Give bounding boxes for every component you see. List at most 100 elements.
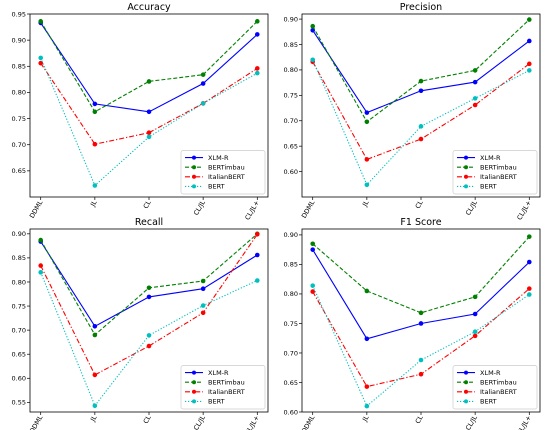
legend-label: XLM-R: [208, 369, 229, 377]
precision-chart: Precision 0.60 0.65 0.70 0.75 0.80 0.85 0.90 DDM…: [284, 2, 541, 221]
data-point-xlm-r: [200, 286, 206, 292]
legend-marker: [192, 155, 196, 160]
legend-marker: [464, 370, 468, 375]
data-point-bertimbau: [472, 294, 478, 300]
data-point-bert: [364, 182, 370, 188]
data-point-bertimbau: [418, 78, 424, 84]
data-point-xlm-r: [146, 109, 152, 115]
legend-marker: [192, 370, 196, 375]
data-point-italianbert: [254, 231, 260, 237]
data-point-xlm-r: [364, 336, 370, 342]
y-tick-label: 0.70: [284, 117, 298, 125]
legend-label: XLM-R: [208, 154, 229, 162]
y-tick-label: 0.75: [12, 115, 26, 123]
data-point-italianbert: [364, 157, 370, 162]
data-point-bertimbau: [526, 234, 532, 239]
y-tick-label: 0.85: [12, 254, 26, 262]
data-point-bertimbau: [418, 310, 424, 316]
data-point-xlm-r: [200, 81, 206, 86]
y-tick-label: 0.60: [284, 408, 298, 416]
data-point-bert: [200, 303, 206, 308]
legend-label: BERTimbau: [480, 379, 517, 387]
series-line-bertimbau: [40, 20, 258, 113]
recall-chart: Recall 0.55 0.60 0.65 0.70 0.75 0.80 0.85 0.90 DD…: [12, 217, 269, 430]
data-point-xlm-r: [472, 79, 478, 85]
data-point-italianbert: [38, 263, 44, 268]
data-point-xlm-r: [418, 321, 424, 326]
data-point-italianbert: [254, 66, 260, 71]
data-point-xlm-r: [364, 110, 370, 115]
data-point-bert: [364, 403, 370, 409]
y-tick-label: 0.70: [12, 141, 26, 149]
legend-marker: [464, 380, 468, 385]
x-tick-label: DDML: [28, 414, 45, 430]
y-tick-label: 0.85: [284, 261, 298, 269]
legend-label: ItalianBERT: [480, 388, 517, 396]
y-tick-label: 0.75: [284, 320, 298, 328]
data-point-bert: [418, 124, 424, 129]
data-point-italianbert: [200, 310, 206, 316]
y-tick-label: 0.85: [12, 63, 26, 71]
series-line-bert: [312, 285, 530, 407]
x-tick-label: CL: [414, 199, 425, 210]
y-tick-label: 0.80: [284, 66, 298, 74]
data-point-bert: [200, 101, 206, 106]
legend-label: XLM-R: [480, 154, 501, 162]
x-tick-label: CL: [142, 414, 153, 425]
y-tick-label: 0.70: [12, 326, 26, 334]
legend-marker: [464, 399, 468, 404]
data-point-bertimbau: [92, 109, 98, 115]
data-point-bert: [146, 134, 152, 140]
data-point-bertimbau: [472, 68, 478, 73]
data-point-bert: [38, 270, 44, 275]
y-tick-label: 0.85: [284, 41, 298, 49]
data-point-bertimbau: [254, 19, 260, 24]
y-tick-label: 0.60: [284, 168, 298, 176]
data-point-xlm-r: [254, 32, 260, 37]
legend-marker: [192, 380, 196, 385]
legend-label: BERTimbau: [480, 164, 517, 172]
data-point-italianbert: [526, 61, 532, 67]
data-point-xlm-r: [92, 323, 98, 329]
series-line-italianbert: [312, 61, 530, 161]
series-line-bertimbau: [40, 233, 258, 336]
series-line-xlm-r: [312, 29, 530, 114]
data-point-italianbert: [310, 289, 316, 294]
data-point-bertimbau: [526, 17, 532, 22]
y-tick-label: 0.90: [12, 230, 26, 238]
data-point-italianbert: [92, 372, 98, 378]
legend-marker: [192, 389, 196, 394]
data-point-italianbert: [364, 384, 370, 389]
legend-box: [452, 150, 538, 195]
data-point-xlm-r: [526, 259, 532, 265]
data-point-italianbert: [418, 371, 424, 377]
y-tick-label: 0.90: [284, 15, 298, 23]
data-point-italianbert: [472, 102, 478, 108]
x-tick-label: CL/JL: [192, 414, 207, 430]
data-point-italianbert: [526, 286, 532, 291]
series-line-bertimbau: [312, 236, 530, 314]
data-point-bert: [254, 278, 260, 283]
data-point-bert: [38, 55, 44, 61]
data-point-xlm-r: [418, 88, 424, 94]
y-tick-label: 0.65: [12, 351, 26, 359]
y-tick-label: 0.90: [284, 231, 298, 239]
series-line-italianbert: [40, 233, 258, 376]
legend-box: [452, 365, 538, 410]
x-tick-label: CL/JL+: [243, 414, 261, 430]
x-tick-label: CL: [414, 414, 425, 425]
x-tick-label: CL/JL: [464, 199, 479, 217]
data-point-xlm-r: [146, 294, 152, 300]
data-point-bertimbau: [310, 23, 316, 29]
data-point-xlm-r: [472, 311, 478, 317]
data-point-bertimbau: [200, 72, 206, 77]
x-tick-label: JL: [88, 414, 98, 424]
data-point-italianbert: [146, 343, 152, 349]
x-tick-label: CL/JL+: [515, 199, 533, 221]
y-tick-label: 0.65: [12, 167, 26, 175]
data-point-bertimbau: [146, 79, 152, 84]
data-point-xlm-r: [526, 38, 532, 44]
